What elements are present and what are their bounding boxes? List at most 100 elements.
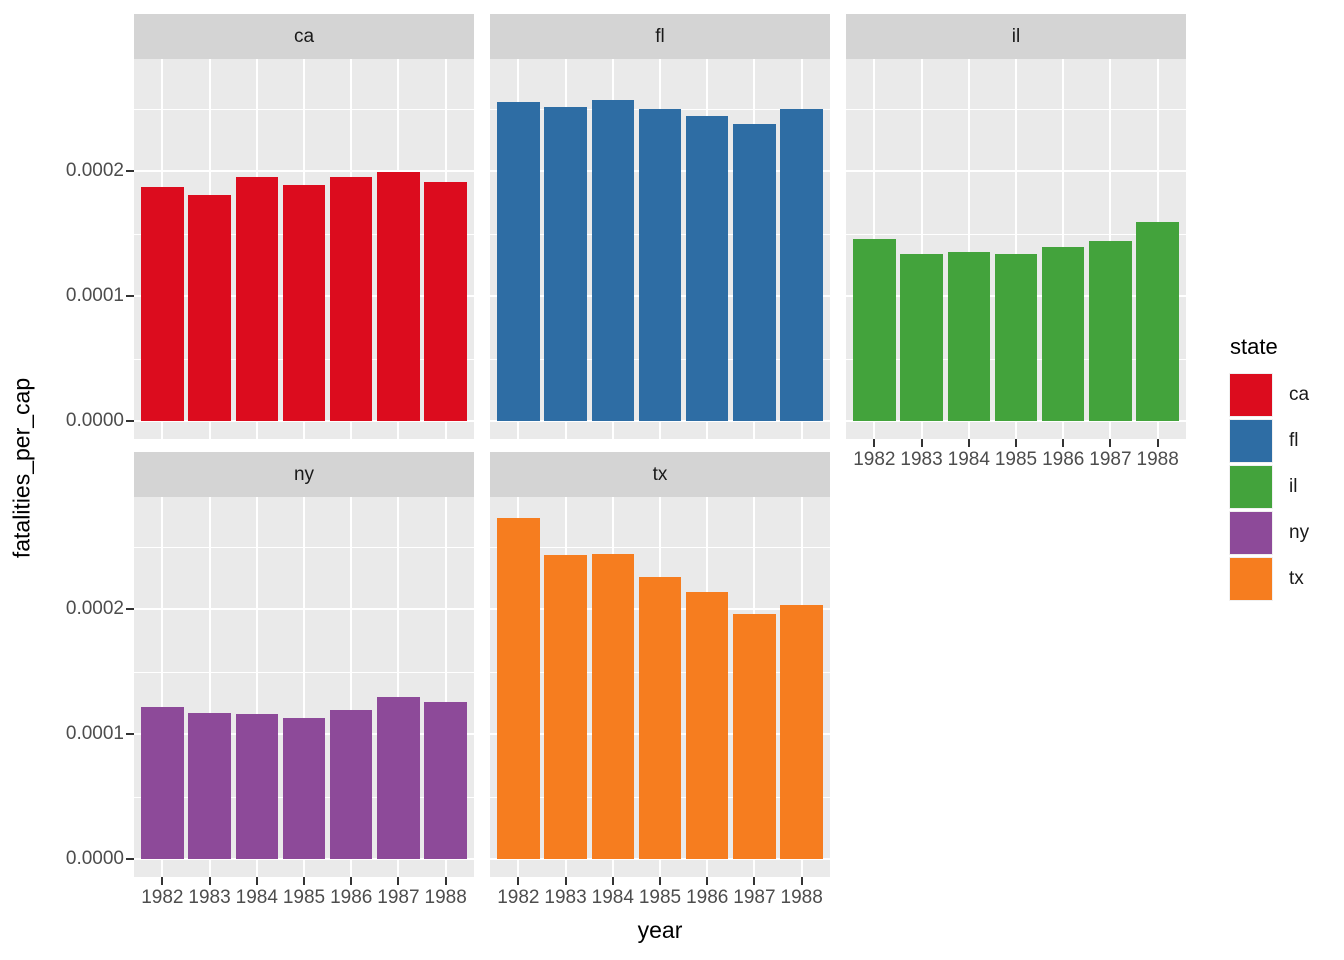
x-tick-label: 1982	[141, 887, 184, 908]
facet-panel-il	[846, 59, 1186, 439]
gridline-vertical	[208, 497, 211, 877]
y-tick-label: 0.0002	[65, 598, 124, 619]
x-tick-label: 1983	[544, 887, 587, 908]
x-tick-mark	[303, 877, 305, 885]
gridline-vertical	[161, 497, 164, 877]
legend-keys: ca fl il ny tx	[1229, 373, 1309, 601]
facet-strip-ny: ny	[134, 452, 474, 497]
x-tick-label: 1984	[947, 449, 990, 470]
x-tick-label: 1982	[853, 449, 896, 470]
y-tick-mark	[126, 858, 134, 860]
x-tick-mark	[753, 877, 756, 885]
bar-fl-1988	[780, 108, 823, 421]
x-tick-label: 1986	[330, 887, 373, 908]
facet-panel-ny	[134, 497, 474, 877]
bar-ny-1985	[282, 717, 326, 859]
x-tick-mark	[800, 877, 803, 885]
x-tick-mark	[920, 439, 923, 447]
y-tick-label: 0.0001	[65, 723, 124, 744]
x-tick-mark	[967, 439, 970, 447]
bar-ca-1983	[188, 194, 231, 421]
legend-entry-ny: ny	[1229, 511, 1309, 555]
x-tick-mark	[1156, 439, 1159, 447]
y-axis-title: fatalities_per_cap	[8, 377, 35, 559]
gridline-vertical	[397, 497, 400, 877]
legend-key-swatch-ny	[1229, 511, 1273, 555]
legend-entry-label: ny	[1289, 522, 1310, 543]
bar-tx-1986	[685, 591, 729, 859]
x-tick-label: 1982	[497, 887, 540, 908]
legend-key-swatch-ca	[1229, 373, 1273, 417]
y-tick-label: 0.0002	[65, 160, 124, 181]
bar-fl-1983	[544, 107, 587, 421]
bar-fl-1986	[685, 116, 729, 421]
legend-entry-il: il	[1229, 465, 1309, 509]
x-tick-mark	[350, 877, 353, 885]
bar-il-1983	[900, 253, 943, 421]
facet-strip-il: il	[846, 14, 1186, 59]
x-tick-mark	[517, 877, 520, 885]
gridline-vertical	[1015, 59, 1017, 439]
x-tick-label: 1988	[424, 887, 467, 908]
x-tick-mark	[659, 877, 661, 885]
bar-tx-1987	[733, 614, 776, 859]
x-tick-mark	[1015, 439, 1017, 447]
bar-fl-1987	[733, 123, 776, 421]
x-tick-mark	[444, 877, 447, 885]
facet-panel-fl	[490, 59, 830, 439]
legend: state ca fl il ny tx	[1229, 334, 1309, 603]
bar-tx-1982	[497, 517, 540, 859]
bar-ca-1984	[235, 177, 279, 421]
bar-fl-1982	[497, 102, 540, 421]
facet-strip-ca: ca	[134, 14, 474, 59]
x-tick-mark	[1062, 439, 1065, 447]
y-tick-label: 0.0000	[65, 848, 124, 869]
gridline-vertical	[255, 497, 258, 877]
legend-entry-fl: fl	[1229, 419, 1309, 463]
x-tick-mark	[873, 439, 876, 447]
x-tick-mark	[208, 877, 211, 885]
bar-ny-1986	[329, 710, 373, 859]
x-tick-label: 1985	[638, 887, 682, 908]
x-tick-label: 1985	[994, 449, 1038, 470]
bar-il-1982	[853, 238, 896, 421]
x-axis-title: year	[637, 917, 683, 943]
x-tick-mark	[564, 877, 567, 885]
x-tick-label: 1986	[1042, 449, 1085, 470]
facet-panel-ca	[134, 59, 474, 439]
gridline-vertical	[303, 497, 305, 877]
legend-entry-label: il	[1289, 476, 1298, 497]
legend-title: state	[1230, 334, 1278, 359]
x-tick-mark	[611, 877, 614, 885]
legend-entry-label: ca	[1289, 384, 1310, 405]
gridline-vertical	[350, 497, 353, 877]
bar-ny-1987	[377, 696, 420, 859]
bar-fl-1985	[638, 108, 682, 421]
bar-tx-1984	[591, 554, 635, 859]
facet-strip-fl: fl	[490, 14, 830, 59]
bar-ny-1983	[188, 712, 231, 859]
y-tick-mark	[126, 295, 134, 297]
x-tick-mark	[397, 877, 400, 885]
y-tick-mark	[126, 420, 134, 422]
x-tick-label: 1988	[780, 887, 823, 908]
facet-panel-tx	[490, 497, 830, 877]
x-tick-label: 1984	[235, 887, 278, 908]
gridline-vertical	[920, 59, 923, 439]
bar-ca-1985	[282, 184, 326, 421]
x-tick-label: 1985	[282, 887, 326, 908]
x-tick-mark	[161, 877, 164, 885]
bar-tx-1985	[638, 576, 682, 859]
x-tick-label: 1988	[1136, 449, 1179, 470]
bar-il-1984	[947, 252, 991, 421]
bar-il-1988	[1136, 222, 1179, 421]
x-tick-label: 1986	[686, 887, 729, 908]
x-tick-label: 1987	[1089, 449, 1132, 470]
legend-key-swatch-tx	[1229, 557, 1273, 601]
legend-key-swatch-il	[1229, 465, 1273, 509]
bar-ca-1982	[141, 187, 184, 421]
bar-ny-1988	[424, 701, 467, 859]
gridline-vertical	[444, 497, 447, 877]
facet-strip-tx: tx	[490, 452, 830, 497]
